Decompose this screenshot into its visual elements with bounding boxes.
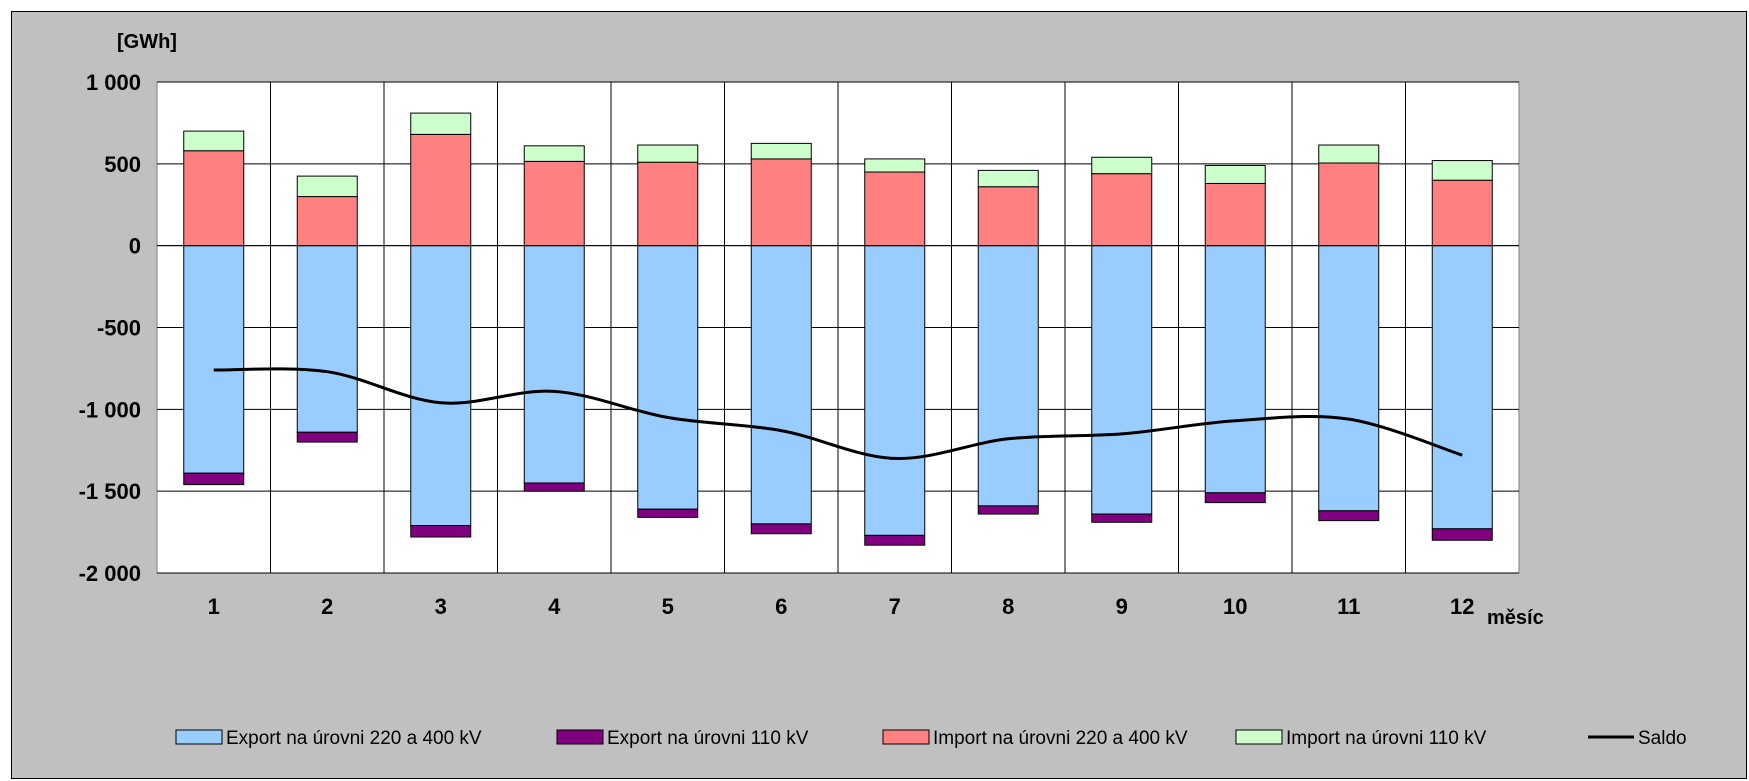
bar-segment bbox=[637, 508, 699, 518]
x-tick-label: 9 bbox=[1116, 594, 1128, 619]
bar-segment bbox=[750, 245, 812, 525]
bar-segment bbox=[750, 158, 812, 247]
bar-segment bbox=[1431, 245, 1493, 530]
x-axis-label: měsíc bbox=[1487, 607, 1544, 629]
bar-segment bbox=[523, 145, 585, 162]
x-tick-label: 8 bbox=[1002, 594, 1014, 619]
bar-segment bbox=[977, 169, 1039, 188]
bar-segment bbox=[864, 534, 926, 546]
y-tick-label: -1 500 bbox=[79, 479, 141, 504]
bar-segment bbox=[410, 525, 472, 538]
bar-segment bbox=[523, 160, 585, 247]
bar-segment bbox=[864, 158, 926, 173]
legend-item: Import na úrovni 110 kV bbox=[1235, 728, 1487, 749]
bar-segment bbox=[864, 245, 926, 536]
bar-segment bbox=[750, 523, 812, 535]
legend-label: Import na úrovni 110 kV bbox=[1286, 728, 1487, 749]
x-axis-ticks: 1 2 3 4 5 6 7 8 9 10 11 12 bbox=[208, 594, 1475, 619]
legend-label: Import na úrovni 220 a 400 kV bbox=[933, 728, 1188, 749]
bar-segment bbox=[1091, 156, 1153, 175]
bar-segment bbox=[1318, 510, 1380, 522]
bar-segment bbox=[1204, 245, 1266, 494]
bar-segment bbox=[1431, 179, 1493, 247]
x-tick-label: 7 bbox=[889, 594, 901, 619]
y-tick-label: 1 000 bbox=[86, 70, 141, 95]
bar-segment bbox=[1091, 245, 1153, 515]
legend-swatch bbox=[556, 729, 604, 745]
y-unit-label: [GWh] bbox=[117, 31, 177, 53]
bar-segment bbox=[1204, 164, 1266, 184]
x-tick-label: 1 bbox=[208, 594, 220, 619]
legend-swatch bbox=[882, 729, 930, 745]
legend-label: Saldo bbox=[1638, 728, 1687, 749]
x-tick-label: 6 bbox=[775, 594, 787, 619]
y-tick-label: -1 000 bbox=[79, 397, 141, 422]
bar-segment bbox=[1091, 513, 1153, 523]
x-tick-label: 3 bbox=[435, 594, 447, 619]
bar-segment bbox=[183, 245, 245, 474]
legend-label: Export na úrovni 110 kV bbox=[607, 728, 809, 749]
bar-segment bbox=[410, 133, 472, 247]
bar-segment bbox=[750, 142, 812, 160]
bar-segment bbox=[410, 112, 472, 135]
bar-segment bbox=[523, 245, 585, 484]
legend: Export na úrovni 220 a 400 kV Export na ú… bbox=[175, 728, 1687, 749]
y-axis-ticks: 1 000 500 0 -500 -1 000 -1 500 -2 000 bbox=[79, 70, 141, 586]
bar-segment bbox=[410, 245, 472, 527]
x-tick-label: 2 bbox=[321, 594, 333, 619]
x-tick-label: 5 bbox=[662, 594, 674, 619]
bar-segment bbox=[183, 150, 245, 247]
bar-segment bbox=[977, 505, 1039, 515]
y-tick-label: -2 000 bbox=[79, 561, 141, 586]
bar-segment bbox=[977, 245, 1039, 507]
y-tick-label: 500 bbox=[104, 152, 141, 177]
bar-segment bbox=[864, 171, 926, 247]
bar-segment bbox=[183, 472, 245, 486]
legend-item: Saldo bbox=[1588, 728, 1687, 749]
bar-segment bbox=[1204, 182, 1266, 247]
bar-segment bbox=[1431, 160, 1493, 181]
bar-segment bbox=[1204, 492, 1266, 504]
bar-segment bbox=[296, 245, 358, 433]
bar-segment bbox=[637, 161, 699, 247]
bar-segment bbox=[183, 130, 245, 152]
bar-segment bbox=[296, 175, 358, 198]
bar-segment bbox=[1091, 173, 1153, 247]
saldo-line bbox=[213, 367, 1463, 460]
bar-segment bbox=[637, 245, 699, 510]
y-tick-label: -500 bbox=[97, 316, 141, 341]
x-tick-label: 4 bbox=[548, 594, 561, 619]
bar-segment bbox=[1318, 162, 1380, 247]
bar-segment bbox=[296, 196, 358, 247]
x-tick-label: 10 bbox=[1223, 594, 1247, 619]
bars bbox=[183, 112, 1493, 546]
bar-segment bbox=[296, 431, 358, 443]
bar-segment bbox=[1318, 245, 1380, 512]
legend-item: Export na úrovni 110 kV bbox=[556, 728, 809, 749]
bar-segment bbox=[1318, 144, 1380, 164]
legend-item: Export na úrovni 220 a 400 kV bbox=[175, 728, 482, 749]
legend-swatch bbox=[1235, 729, 1283, 745]
bar-segment bbox=[523, 482, 585, 492]
bar-segment bbox=[977, 186, 1039, 247]
bar-segment bbox=[637, 144, 699, 163]
legend-label: Export na úrovni 220 a 400 kV bbox=[226, 728, 482, 749]
legend-item: Import na úrovni 220 a 400 kV bbox=[882, 728, 1188, 749]
x-tick-label: 12 bbox=[1450, 594, 1474, 619]
bar-segment bbox=[1431, 528, 1493, 541]
y-tick-label: 0 bbox=[129, 234, 141, 259]
legend-swatch bbox=[175, 729, 223, 745]
x-tick-label: 11 bbox=[1337, 594, 1360, 619]
